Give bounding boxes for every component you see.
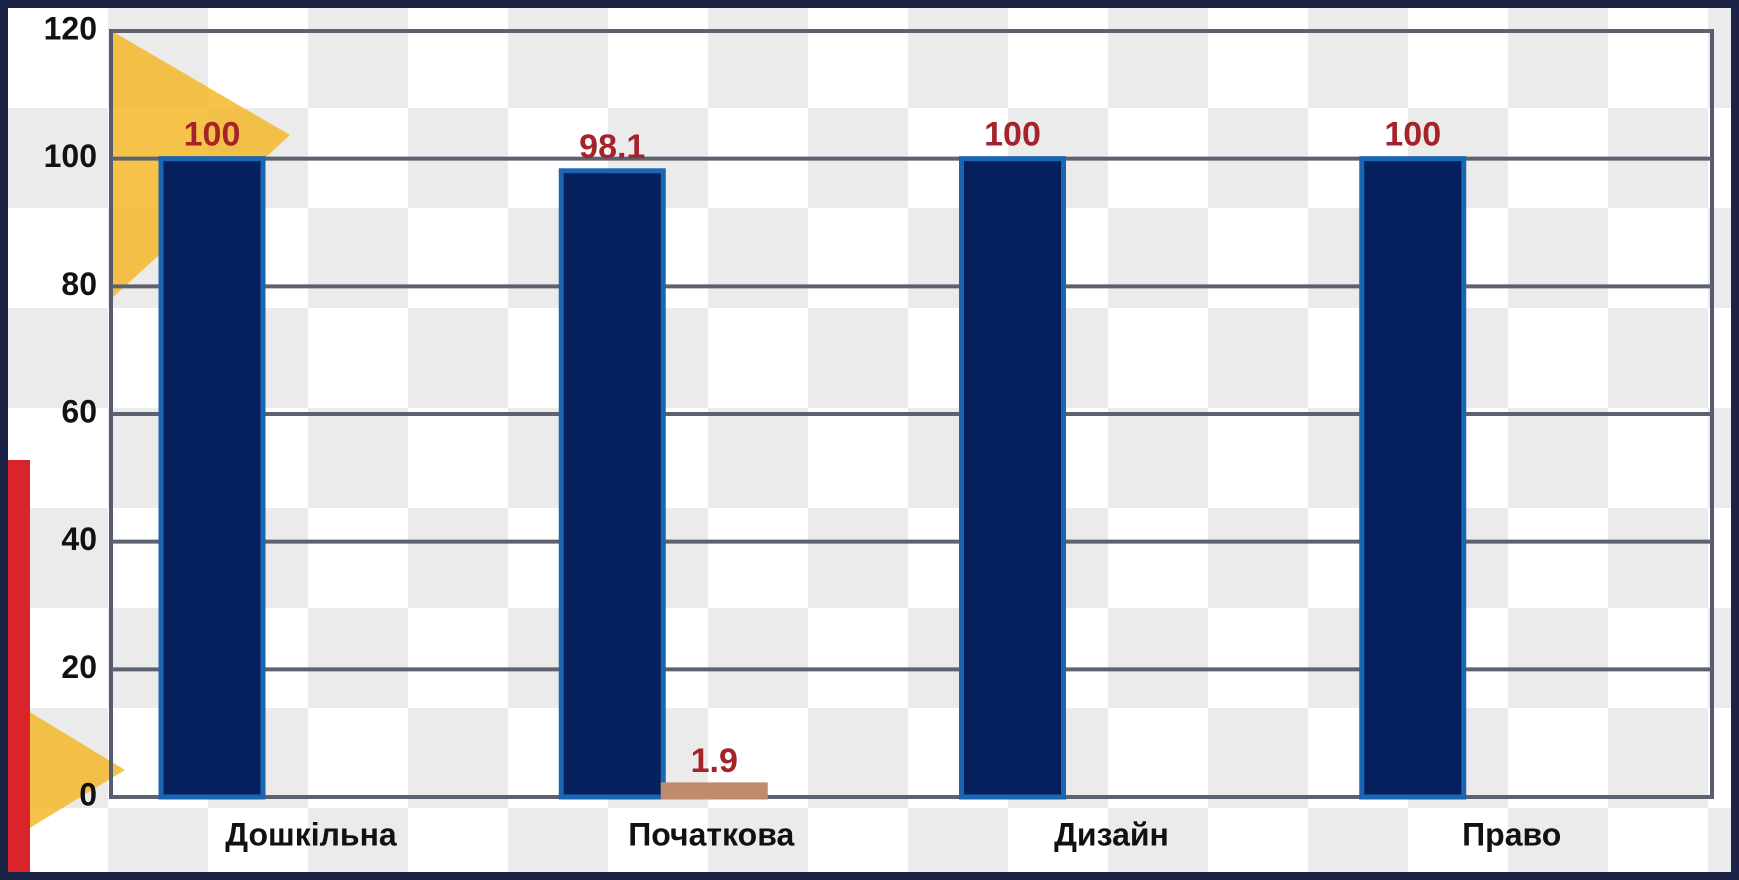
bar — [962, 159, 1064, 797]
value-label: 100 — [984, 116, 1041, 154]
chart: 0 20 40 60 80 100 120 Дошкільна 100 Початкова 98.1… — [0, 0, 1739, 880]
bar — [161, 159, 263, 797]
value-label: 100 — [184, 116, 241, 154]
bar — [1362, 159, 1464, 797]
y-tick-label: 100 — [44, 138, 97, 174]
y-tick-label: 120 — [44, 10, 97, 46]
x-tick-label: Дизайн — [1054, 816, 1169, 852]
value-label: 100 — [1384, 116, 1441, 154]
y-tick-label: 20 — [61, 649, 97, 685]
y-tick-label: 40 — [61, 521, 97, 557]
y-tick-label: 0 — [79, 776, 97, 812]
value-label: 1.9 — [691, 742, 738, 780]
x-tick-label: Право — [1462, 816, 1561, 852]
bar — [561, 171, 663, 797]
chart-frame: 0 20 40 60 80 100 120 Дошкільна 100 Початкова 98.1… — [0, 0, 1739, 880]
x-tick-label: Початкова — [628, 816, 794, 852]
y-tick-label: 80 — [61, 266, 97, 302]
value-label: 98.1 — [579, 128, 645, 166]
bar — [663, 785, 765, 797]
decoration — [0, 460, 30, 880]
y-tick-label: 60 — [61, 393, 97, 429]
x-tick-label: Дошкільна — [225, 816, 397, 852]
